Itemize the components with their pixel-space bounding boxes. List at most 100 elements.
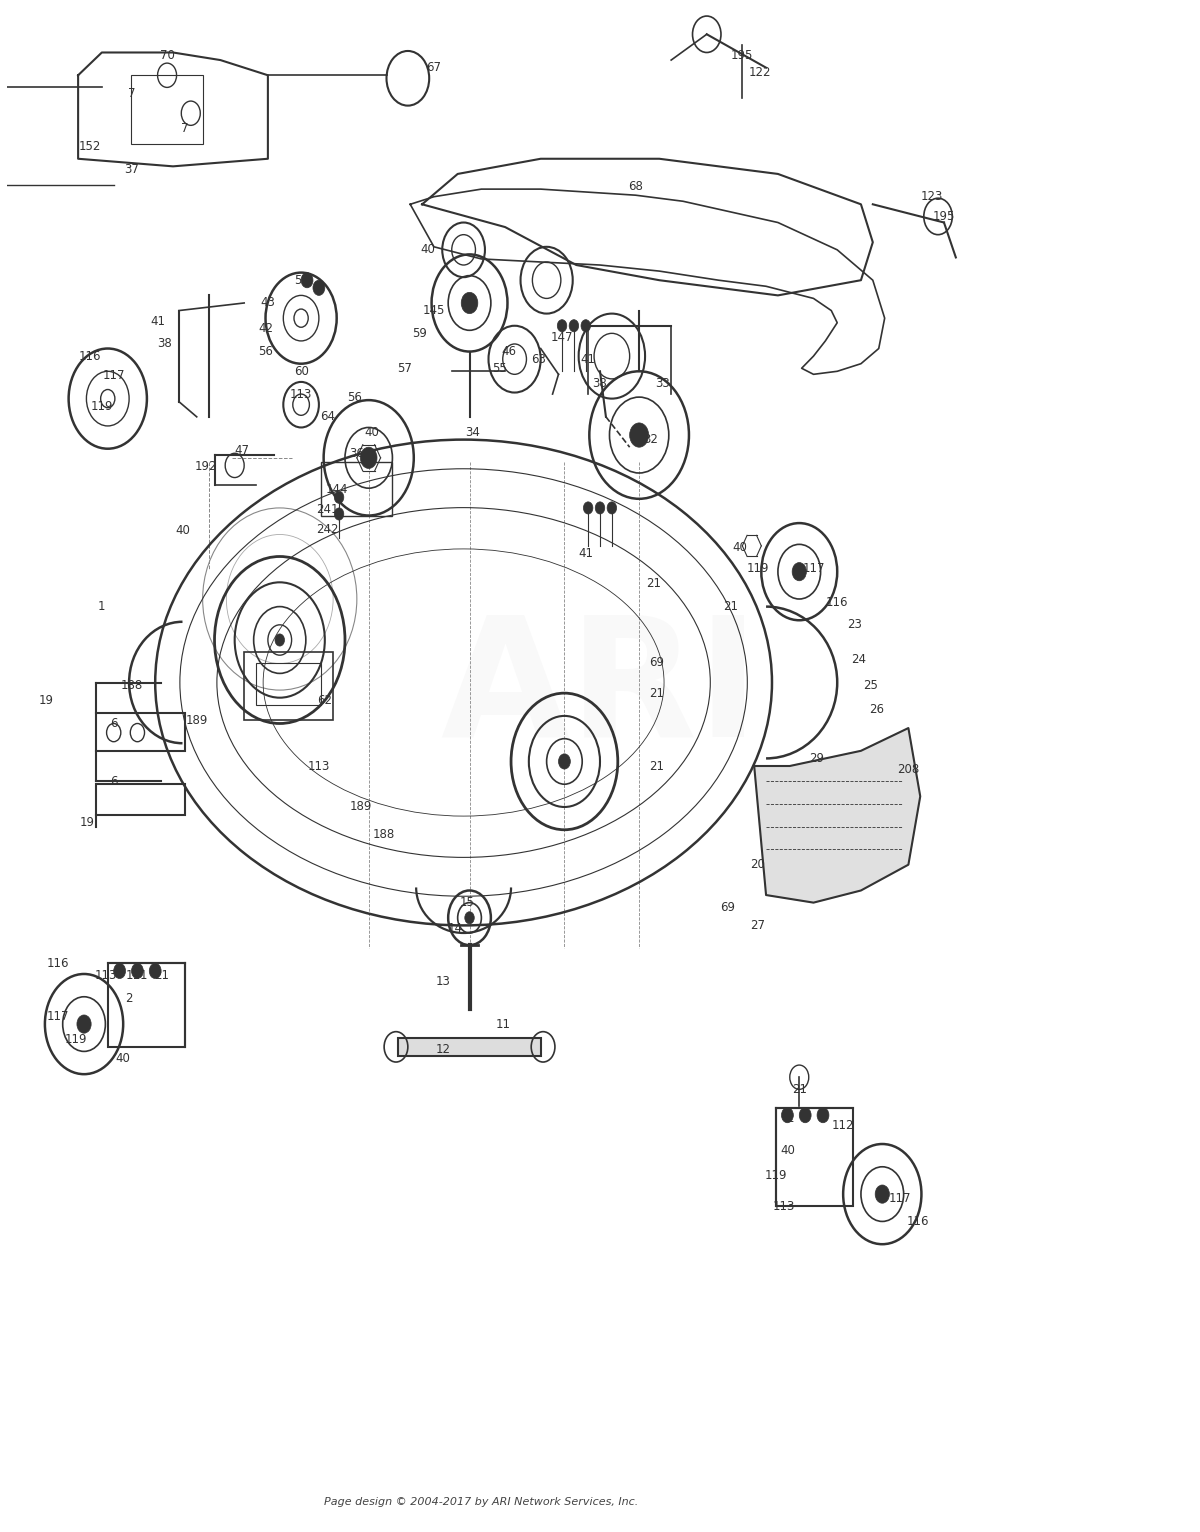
Text: 21: 21: [154, 970, 169, 982]
Text: 27: 27: [750, 919, 766, 931]
Text: 40: 40: [420, 244, 436, 256]
Text: 40: 40: [365, 426, 379, 438]
Text: 21: 21: [646, 578, 661, 590]
Circle shape: [630, 423, 649, 447]
Circle shape: [335, 492, 344, 504]
Text: 117: 117: [102, 369, 125, 383]
Text: 67: 67: [426, 61, 442, 74]
Text: 70: 70: [160, 49, 174, 61]
Text: 41: 41: [581, 352, 595, 366]
Text: 59: 59: [413, 326, 427, 340]
Text: 188: 188: [120, 679, 143, 692]
Text: 69: 69: [720, 901, 736, 913]
Text: 34: 34: [466, 426, 480, 438]
Text: 113: 113: [95, 970, 116, 982]
Text: 33: 33: [655, 377, 671, 391]
Circle shape: [607, 502, 617, 515]
Text: 241: 241: [316, 502, 338, 516]
Text: 116: 116: [79, 349, 101, 363]
Circle shape: [875, 1184, 889, 1203]
Text: 113: 113: [773, 1200, 796, 1213]
Text: 119: 119: [90, 400, 113, 412]
Text: 208: 208: [898, 763, 919, 775]
Text: 19: 19: [80, 815, 95, 829]
Circle shape: [77, 1016, 91, 1033]
FancyBboxPatch shape: [398, 1037, 541, 1056]
Text: 144: 144: [325, 483, 348, 496]
Text: 41: 41: [578, 547, 593, 561]
Text: 32: 32: [643, 434, 659, 446]
Text: 42: 42: [258, 322, 274, 336]
Text: 6: 6: [110, 717, 118, 729]
Text: 242: 242: [316, 522, 338, 536]
Text: 192: 192: [194, 461, 217, 473]
Text: 21: 21: [722, 601, 738, 613]
Circle shape: [360, 447, 377, 469]
Text: 62: 62: [317, 694, 332, 708]
Text: 43: 43: [260, 297, 275, 309]
Text: 117: 117: [47, 1010, 70, 1023]
Text: 117: 117: [803, 562, 824, 574]
Text: 64: 64: [319, 411, 335, 423]
Text: 14: 14: [448, 922, 463, 935]
Text: 12: 12: [436, 1043, 451, 1057]
Text: 29: 29: [810, 752, 824, 764]
Text: 40: 40: [175, 524, 190, 538]
Text: 56: 56: [347, 391, 362, 403]
Text: 20: 20: [750, 858, 766, 872]
Text: 26: 26: [869, 703, 884, 717]
Text: 123: 123: [920, 190, 943, 204]
Text: 24: 24: [851, 653, 866, 666]
Text: 23: 23: [847, 619, 863, 631]
Text: 6: 6: [110, 775, 118, 787]
Text: 122: 122: [749, 66, 772, 78]
Text: 69: 69: [649, 656, 665, 669]
Text: 21: 21: [649, 760, 665, 772]
Text: 7: 7: [181, 123, 188, 135]
Text: 25: 25: [863, 679, 878, 692]
Circle shape: [275, 634, 284, 647]
Text: 37: 37: [124, 162, 139, 176]
Circle shape: [558, 754, 570, 769]
Text: 145: 145: [422, 303, 445, 317]
Circle shape: [461, 293, 478, 314]
Text: 189: 189: [186, 714, 208, 728]
Circle shape: [799, 1108, 811, 1123]
Text: 119: 119: [764, 1169, 787, 1183]
Circle shape: [595, 502, 605, 515]
Circle shape: [792, 562, 806, 581]
Text: ARI: ARI: [440, 608, 760, 772]
Text: 38: 38: [593, 377, 607, 391]
Text: 40: 40: [780, 1143, 794, 1157]
Text: 113: 113: [307, 760, 330, 772]
Text: 19: 19: [38, 694, 54, 708]
Text: 188: 188: [373, 827, 395, 841]
Text: 56: 56: [258, 345, 272, 358]
Text: 152: 152: [79, 139, 101, 153]
Text: 116: 116: [826, 596, 848, 608]
Text: 57: 57: [397, 362, 412, 375]
Text: 55: 55: [492, 362, 506, 375]
Text: 21: 21: [792, 1083, 806, 1095]
Text: 36: 36: [349, 447, 365, 460]
Text: 119: 119: [746, 562, 769, 574]
Text: Page design © 2004-2017 by ARI Network Services, Inc.: Page design © 2004-2017 by ARI Network S…: [324, 1497, 638, 1507]
Text: 147: 147: [551, 331, 574, 345]
Circle shape: [132, 964, 143, 979]
Text: 195: 195: [932, 210, 955, 224]
Circle shape: [149, 964, 161, 979]
Circle shape: [583, 502, 593, 515]
Text: 15: 15: [460, 896, 474, 908]
Circle shape: [781, 1108, 793, 1123]
Text: 68: 68: [628, 179, 643, 193]
Circle shape: [464, 912, 474, 924]
Text: 7: 7: [127, 87, 136, 100]
Circle shape: [557, 320, 566, 332]
Text: 38: 38: [157, 337, 172, 351]
Text: 46: 46: [502, 345, 516, 358]
Text: 57: 57: [294, 274, 308, 286]
Text: 11: 11: [496, 1017, 510, 1031]
Text: 116: 116: [907, 1215, 929, 1229]
Text: 113: 113: [290, 388, 312, 400]
Text: 117: 117: [889, 1192, 911, 1206]
